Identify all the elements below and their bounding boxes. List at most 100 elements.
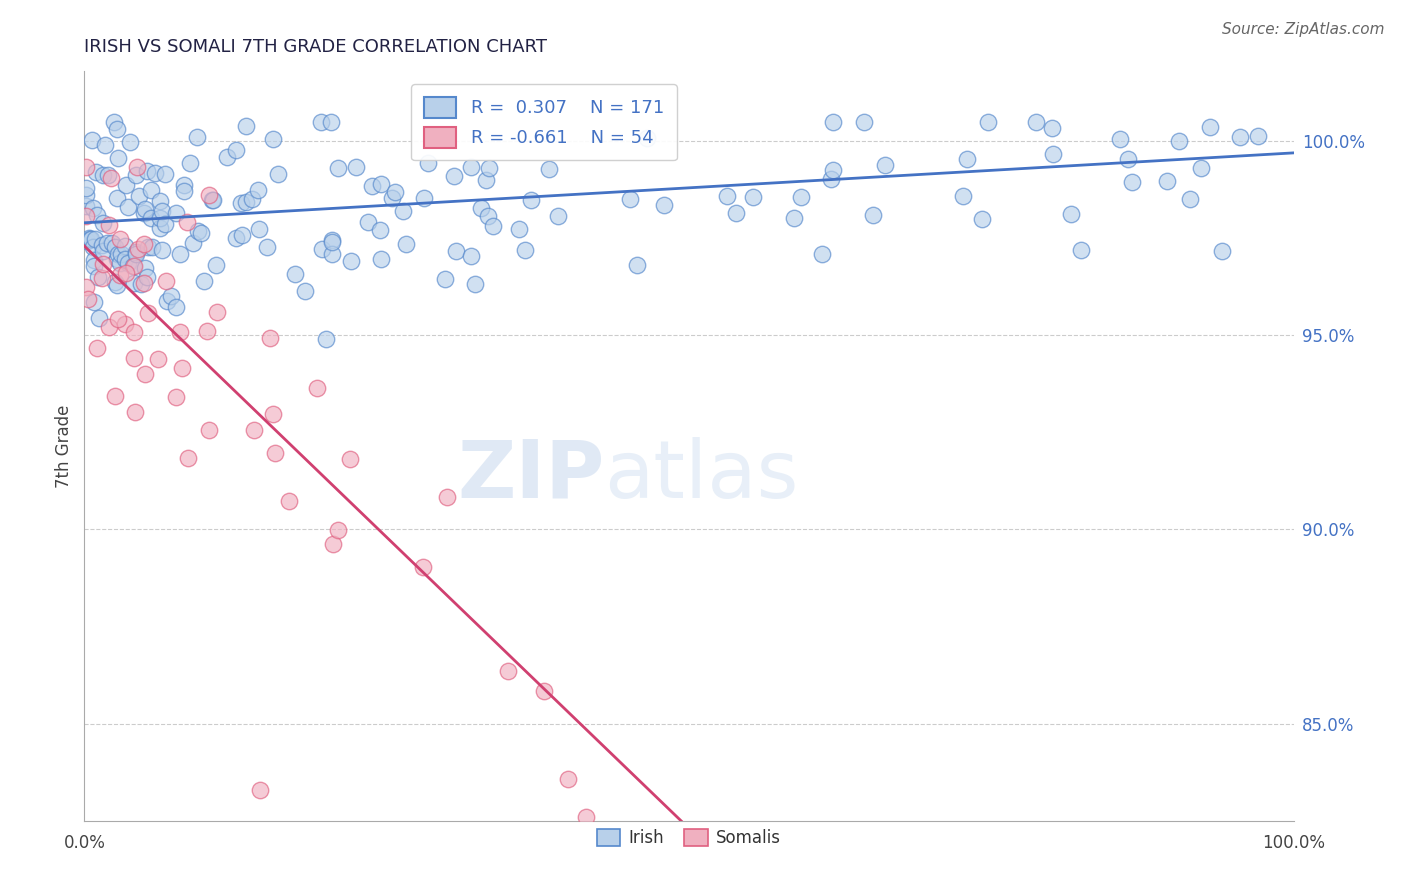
Point <box>103 115 125 129</box>
Point <box>122 259 145 273</box>
Point <box>322 536 344 550</box>
Point <box>117 255 139 269</box>
Point <box>547 210 569 224</box>
Point <box>153 167 176 181</box>
Point <box>83 294 105 309</box>
Point <box>619 192 641 206</box>
Point <box>339 254 361 268</box>
Point <box>956 153 979 167</box>
Point <box>76 234 98 248</box>
Point <box>197 188 219 202</box>
Point <box>86 208 108 222</box>
Point <box>150 243 173 257</box>
Point <box>114 318 136 332</box>
Point <box>110 247 132 261</box>
Point <box>136 270 159 285</box>
Point <box>82 133 104 147</box>
Point <box>235 119 257 133</box>
Point <box>176 215 198 229</box>
Point <box>811 246 834 260</box>
Point <box>823 115 845 129</box>
Point <box>1189 161 1212 176</box>
Point <box>149 211 172 225</box>
Point <box>557 772 579 787</box>
Point <box>108 268 131 282</box>
Point <box>91 215 114 229</box>
Point <box>134 367 156 381</box>
Point <box>231 228 253 243</box>
Point <box>75 199 97 213</box>
Point <box>247 184 270 198</box>
Point <box>477 209 499 223</box>
Point <box>82 240 104 254</box>
Point <box>169 325 191 339</box>
Point <box>875 158 897 172</box>
Point <box>195 324 218 338</box>
Point <box>169 247 191 261</box>
Point <box>90 270 112 285</box>
Point <box>853 115 876 129</box>
Point <box>77 231 100 245</box>
Point <box>520 194 543 208</box>
Point <box>80 232 103 246</box>
Point <box>436 490 458 504</box>
Point <box>225 143 247 157</box>
Point <box>136 306 159 320</box>
Point <box>91 168 114 182</box>
Point <box>134 276 156 290</box>
Point <box>475 172 498 186</box>
Point <box>256 239 278 253</box>
Point <box>1042 147 1064 161</box>
Point <box>1109 132 1132 146</box>
Point <box>155 274 177 288</box>
Point <box>328 523 350 537</box>
Point <box>716 188 738 202</box>
Point <box>1247 128 1270 143</box>
Point <box>225 231 247 245</box>
Point <box>952 188 974 202</box>
Point <box>1178 192 1201 206</box>
Point <box>533 683 555 698</box>
Point <box>311 242 333 256</box>
Point <box>86 165 108 179</box>
Point <box>496 665 519 679</box>
Point <box>862 208 884 222</box>
Point <box>267 167 290 181</box>
Point <box>173 178 195 192</box>
Point <box>139 211 162 226</box>
Point <box>205 305 228 319</box>
Point <box>263 446 285 460</box>
Point <box>186 130 208 145</box>
Point <box>482 219 505 233</box>
Point <box>87 269 110 284</box>
Point <box>433 272 456 286</box>
Point <box>91 257 114 271</box>
Point <box>321 235 343 250</box>
Point <box>508 222 530 236</box>
Point <box>83 253 105 268</box>
Point <box>107 191 129 205</box>
Point <box>114 178 136 193</box>
Point <box>97 169 120 183</box>
Point <box>122 351 145 365</box>
Text: ZIP: ZIP <box>457 437 605 515</box>
Point <box>249 222 271 236</box>
Point <box>278 494 301 508</box>
Point <box>141 183 163 197</box>
Point <box>104 240 127 254</box>
Point <box>636 130 658 145</box>
Point <box>444 244 467 258</box>
Point <box>626 258 648 272</box>
Point <box>107 246 129 260</box>
Point <box>173 184 195 198</box>
Point <box>215 150 238 164</box>
Point <box>94 138 117 153</box>
Point <box>1229 129 1251 144</box>
Point <box>1121 175 1143 189</box>
Point <box>1156 174 1178 188</box>
Point <box>122 325 145 339</box>
Point <box>478 161 501 176</box>
Point <box>183 236 205 251</box>
Point <box>110 256 132 270</box>
Point <box>193 274 215 288</box>
